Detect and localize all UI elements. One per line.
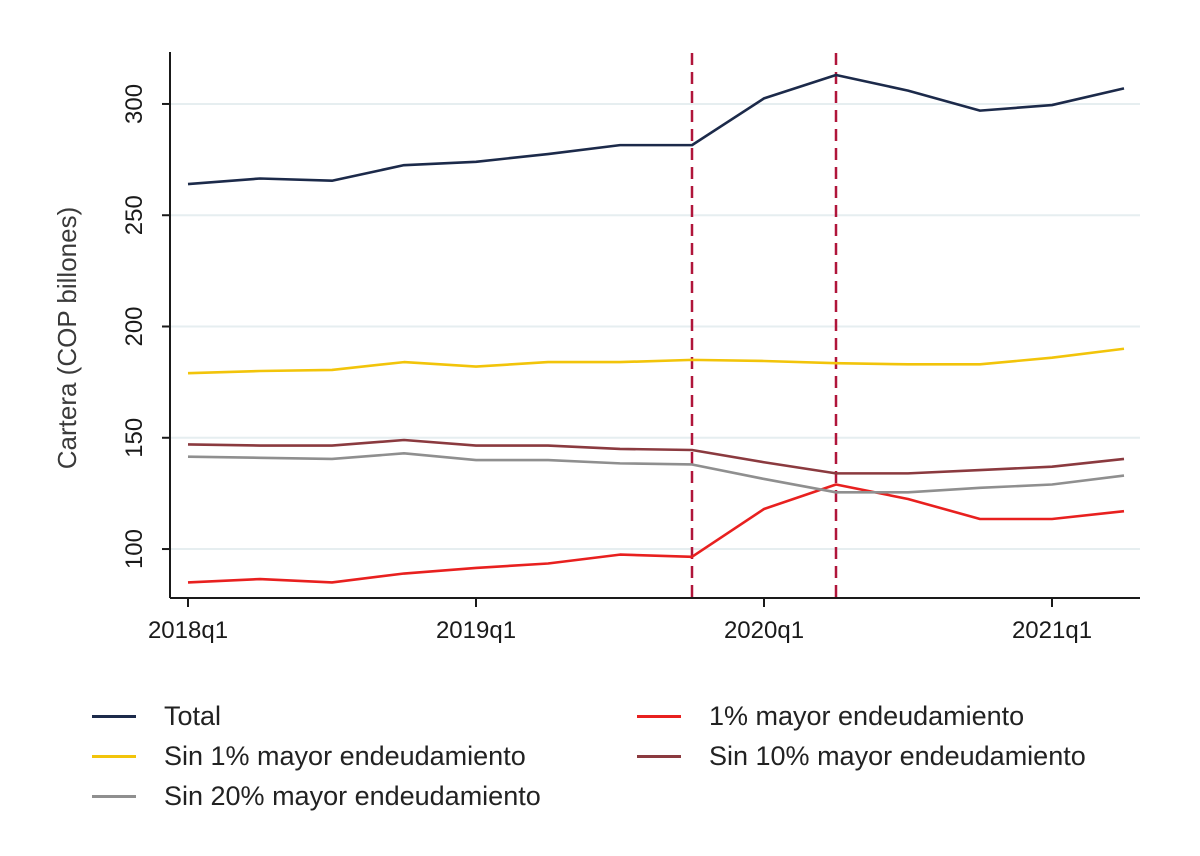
reference-lines	[690, 53, 838, 598]
y-tick-label-200: 200	[121, 306, 148, 346]
legend-swatch-excl-top10	[637, 754, 681, 758]
legend-swatch-top1	[637, 714, 681, 718]
legend: Total 1% mayor endeudamiento Sin 1% mayo…	[92, 696, 1172, 816]
x-tick-label-2021q1: 2021q1	[1012, 617, 1092, 644]
series-lines	[187, 73, 1125, 584]
series-line-4	[187, 438, 1125, 475]
legend-swatch-excl-top20	[92, 794, 136, 798]
y-tick-label-100: 100	[121, 529, 148, 569]
legend-item-excl-top10: Sin 10% mayor endeudamiento	[637, 736, 1157, 776]
series-line-5	[187, 452, 1125, 494]
y-tick-label-150: 150	[121, 418, 148, 458]
x-tick-label-2019q1: 2019q1	[436, 617, 516, 644]
y-tick-label-300: 300	[121, 84, 148, 124]
gridlines	[170, 102, 1140, 551]
legend-swatch-total	[92, 714, 136, 718]
series-line-3	[187, 347, 1125, 375]
x-tick-label-2018q1: 2018q1	[148, 617, 228, 644]
legend-item-excl-top20: Sin 20% mayor endeudamiento	[92, 776, 637, 816]
series-line-2	[187, 483, 1125, 584]
tick-labels: 100 150 200 250 300 2018q1 2019q1 2020q1 2021q1	[121, 84, 1092, 644]
legend-label-excl-top1: Sin 1% mayor endeudamiento	[164, 740, 526, 771]
legend-label-excl-top10: Sin 10% mayor endeudamiento	[709, 740, 1086, 771]
legend-label-top1: 1% mayor endeudamiento	[709, 700, 1025, 731]
series-line-1	[187, 73, 1125, 186]
legend-item-total: Total	[92, 696, 637, 736]
legend-label-excl-top20: Sin 20% mayor endeudamiento	[164, 780, 541, 811]
y-axis-title: Cartera (COP billones)	[52, 207, 82, 470]
legend-item-excl-top1: Sin 1% mayor endeudamiento	[92, 736, 637, 776]
x-tick-label-2020q1: 2020q1	[724, 617, 804, 644]
axes	[169, 52, 1140, 599]
legend-item-top1: 1% mayor endeudamiento	[637, 696, 1157, 736]
y-tick-label-250: 250	[121, 195, 148, 235]
legend-label-total: Total	[164, 700, 222, 731]
legend-swatch-excl-top1	[92, 754, 136, 758]
